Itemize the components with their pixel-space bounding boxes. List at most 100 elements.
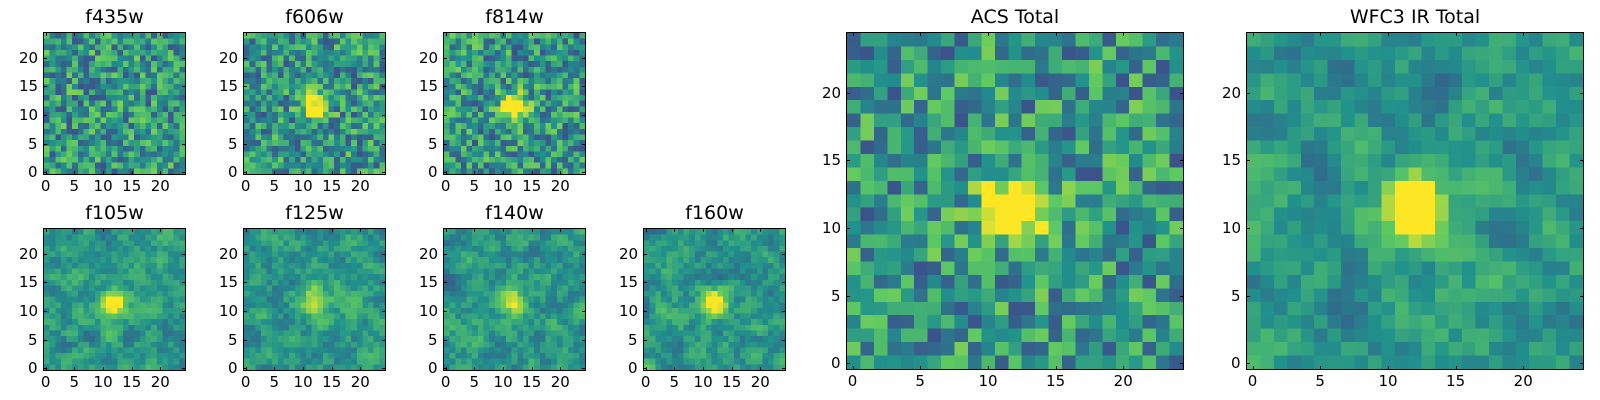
x-tick-mark xyxy=(760,228,762,232)
y-tick-label: 0 xyxy=(228,163,238,182)
y-tick-mark xyxy=(382,57,386,59)
x-tick-label: 0 xyxy=(40,177,51,195)
y-tick-mark xyxy=(382,143,386,145)
x-tick-mark xyxy=(531,228,533,232)
x-tick-mark xyxy=(1523,366,1525,370)
x-tick-label: 20 xyxy=(750,373,770,391)
y-tick-mark xyxy=(382,339,386,341)
panel-title: f814w xyxy=(485,6,544,28)
x-tick-mark xyxy=(503,228,505,232)
panel-title: f125w xyxy=(285,202,344,224)
y-tick-mark xyxy=(782,282,786,284)
x-tick-mark xyxy=(131,171,133,175)
x-tick-label: 20 xyxy=(350,177,370,195)
panel-title: f140w xyxy=(485,202,544,224)
pixel-image xyxy=(244,229,385,370)
y-tick-mark xyxy=(382,368,386,370)
x-tick-label: 5 xyxy=(915,372,925,390)
y-tick-label: 0 xyxy=(228,359,238,378)
y-tick-mark xyxy=(443,368,447,370)
y-tick-label: 20 xyxy=(19,244,39,263)
x-tick-mark xyxy=(131,32,133,36)
y-tick-label: 0 xyxy=(628,359,638,378)
y-tick-mark xyxy=(382,282,386,284)
y-tick-mark xyxy=(643,339,647,341)
pixel-image xyxy=(244,33,385,174)
x-tick-label: 10 xyxy=(978,372,998,390)
x-tick-mark xyxy=(560,171,562,175)
x-tick-mark xyxy=(703,367,705,371)
x-tick-mark xyxy=(1523,32,1525,36)
y-tick-mark xyxy=(1580,92,1584,94)
x-tick-mark xyxy=(1455,32,1457,36)
y-tick-mark xyxy=(846,92,850,94)
y-tick-mark xyxy=(1180,363,1184,365)
y-tick-mark xyxy=(582,57,586,59)
y-tick-label: 10 xyxy=(219,105,239,124)
y-tick-mark xyxy=(782,310,786,312)
x-tick-mark xyxy=(560,32,562,36)
x-tick-label: 0 xyxy=(1247,372,1258,390)
x-tick-mark xyxy=(474,367,476,371)
y-tick-mark xyxy=(643,282,647,284)
x-tick-mark xyxy=(560,367,562,371)
x-tick-label: 5 xyxy=(69,373,79,391)
y-tick-mark xyxy=(443,339,447,341)
y-tick-label: 0 xyxy=(428,163,438,182)
x-tick-mark xyxy=(760,367,762,371)
x-tick-label: 20 xyxy=(150,177,170,195)
y-tick-label: 15 xyxy=(419,77,439,96)
x-tick-mark xyxy=(852,366,854,370)
x-tick-mark xyxy=(1123,366,1125,370)
x-tick-mark xyxy=(360,32,362,36)
x-tick-mark xyxy=(1455,366,1457,370)
y-tick-mark xyxy=(243,339,247,341)
panel-title: f435w xyxy=(85,6,144,28)
y-tick-label: 20 xyxy=(419,244,439,263)
y-tick-label: 0 xyxy=(28,163,38,182)
y-tick-mark xyxy=(443,143,447,145)
y-tick-mark xyxy=(43,57,47,59)
pixel-image xyxy=(444,33,585,174)
y-tick-label: 0 xyxy=(428,359,438,378)
x-tick-label: 10 xyxy=(93,373,113,391)
x-tick-mark xyxy=(274,367,276,371)
x-tick-mark xyxy=(1055,366,1057,370)
y-tick-mark xyxy=(782,253,786,255)
x-tick-label: 10 xyxy=(693,373,713,391)
x-tick-label: 15 xyxy=(122,177,142,195)
y-tick-mark xyxy=(382,86,386,88)
y-tick-mark xyxy=(182,114,186,116)
x-tick-label: 0 xyxy=(240,373,251,391)
x-tick-label: 5 xyxy=(269,373,279,391)
y-tick-mark xyxy=(1246,363,1250,365)
y-tick-label: 20 xyxy=(1222,83,1242,102)
y-tick-mark xyxy=(243,57,247,59)
x-tick-mark xyxy=(1387,366,1389,370)
y-tick-mark xyxy=(1180,295,1184,297)
panel-title: ACS Total xyxy=(970,6,1060,28)
y-tick-mark xyxy=(582,253,586,255)
y-tick-label: 5 xyxy=(428,330,438,349)
x-tick-mark xyxy=(987,366,989,370)
x-tick-label: 0 xyxy=(440,177,451,195)
x-tick-mark xyxy=(274,32,276,36)
x-tick-label: 5 xyxy=(469,177,479,195)
y-tick-mark xyxy=(43,253,47,255)
y-tick-mark xyxy=(643,310,647,312)
y-tick-mark xyxy=(846,295,850,297)
y-tick-mark xyxy=(1580,363,1584,365)
y-tick-mark xyxy=(243,172,247,174)
y-tick-mark xyxy=(43,172,47,174)
x-tick-label: 5 xyxy=(1315,372,1325,390)
x-tick-mark xyxy=(274,228,276,232)
y-tick-mark xyxy=(1246,160,1250,162)
y-tick-label: 5 xyxy=(228,330,238,349)
y-tick-mark xyxy=(182,339,186,341)
y-tick-mark xyxy=(582,114,586,116)
y-tick-label: 0 xyxy=(1231,354,1241,373)
y-tick-label: 5 xyxy=(228,134,238,153)
y-tick-mark xyxy=(1246,228,1250,230)
x-tick-label: 0 xyxy=(240,177,251,195)
y-tick-mark xyxy=(582,172,586,174)
